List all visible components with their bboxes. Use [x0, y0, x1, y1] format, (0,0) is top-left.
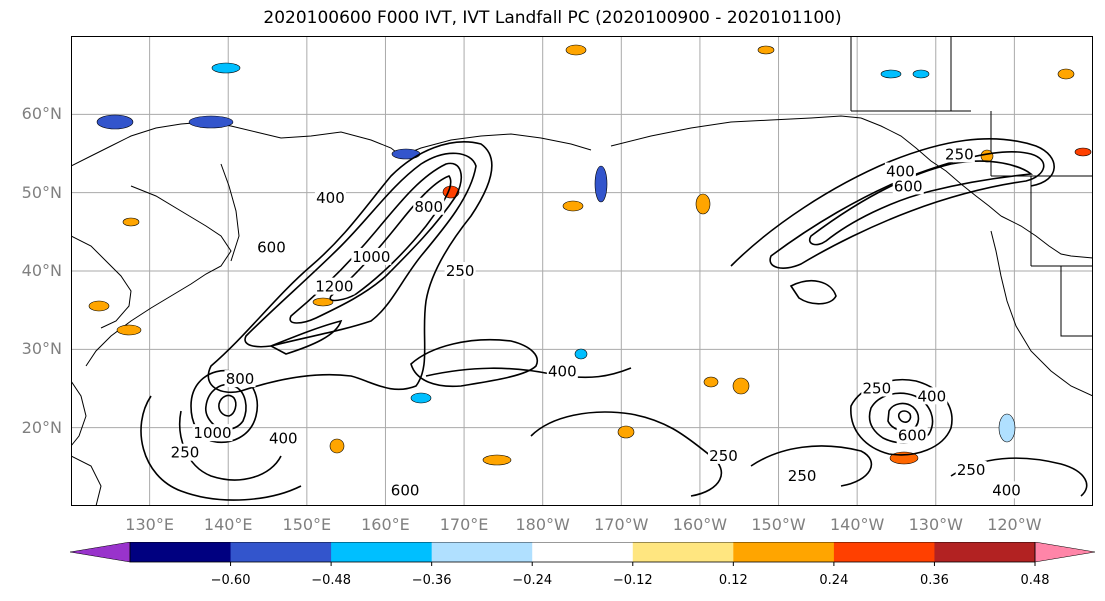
colorbar-segment: [733, 542, 835, 562]
contour-label-background: [224, 370, 256, 388]
contour-label: 600: [391, 481, 420, 499]
contour-label-background: [267, 429, 299, 447]
colorbar-extend-max: [1034, 542, 1095, 563]
contour-label-background: [861, 379, 893, 397]
colorbar-tick-label: −0.12: [612, 573, 653, 588]
contour-label: 1200: [315, 278, 353, 296]
contour-label: 400: [992, 481, 1021, 499]
contour-label-background: [444, 262, 476, 279]
colorbar-segment: [431, 542, 533, 562]
latitude-label: 60°N: [21, 104, 62, 124]
pc-fill-patches: [88, 44, 1092, 466]
contour-label-background: [413, 197, 445, 215]
map-frame: [71, 36, 1093, 506]
contour-label-background: [916, 387, 948, 405]
contour-label-background: [786, 467, 818, 485]
contour-label: 250: [709, 447, 738, 465]
latitude-label: 20°N: [21, 417, 62, 437]
colorbar-tick-label: −0.36: [411, 573, 452, 588]
contour-label-background: [892, 177, 924, 195]
contour-label: 600: [894, 177, 923, 195]
contour-label: 1000: [193, 424, 231, 442]
contour-label: 250: [957, 461, 986, 479]
colorbar-tick-label: 0.12: [718, 573, 748, 588]
contour-label: 600: [257, 239, 286, 257]
longitude-label: 130°E: [125, 515, 174, 534]
longitude-label: 160°E: [361, 515, 410, 534]
colorbar-segment: [230, 542, 332, 562]
colorbar-extend-min: [70, 542, 131, 563]
contour-label-background: [991, 481, 1023, 499]
longitude-label: 140°W: [829, 515, 885, 534]
contour-label: 250: [446, 262, 475, 280]
contour-label: 400: [269, 430, 298, 448]
longitude-label: 120°W: [987, 515, 1042, 534]
contour-label-background: [546, 362, 578, 380]
contour-label: 400: [918, 387, 947, 405]
contour-label-background: [943, 145, 975, 163]
colorbar-segment: [632, 542, 734, 562]
contour-label-background: [314, 189, 346, 207]
contour-label: 600: [898, 427, 927, 445]
contour-label-background: [896, 426, 928, 444]
latitude-label: 30°N: [21, 339, 62, 359]
longitude-label: 130°W: [908, 515, 963, 534]
colorbar-tick-label: −0.60: [210, 573, 251, 588]
longitude-label: 140°E: [203, 515, 253, 534]
contour-label-background: [884, 162, 916, 180]
colorbar-tick-label: 0.36: [919, 573, 949, 588]
colorbar-segment: [130, 542, 232, 562]
longitude-label: 160°W: [672, 515, 728, 534]
contour-label-background: [255, 238, 287, 256]
longitude-label: 150°W: [751, 515, 806, 534]
longitude-label: 170°W: [594, 515, 649, 534]
contour-label-background: [351, 247, 392, 265]
contour-label: 400: [316, 189, 345, 207]
colorbar-segment: [934, 542, 1036, 562]
colorbar-segments: [70, 542, 1095, 566]
colorbar-outline: [129, 542, 1036, 563]
map-title: 2020100600 F000 IVT, IVT Landfall PC (20…: [263, 8, 842, 28]
contour-label: 400: [548, 362, 577, 380]
contour-label-background: [955, 460, 987, 478]
colorbar-segment: [833, 542, 935, 562]
latitude-label: 40°N: [21, 261, 62, 280]
contour-label: 400: [886, 163, 915, 181]
colorbar-segment: [532, 542, 634, 562]
colorbar-tick-label: 0.24: [819, 573, 849, 588]
colorbar: [70, 542, 1095, 566]
colorbar-tick-label: 0.48: [1020, 573, 1050, 588]
longitude-label: 150°E: [282, 515, 332, 534]
contour-label: 250: [171, 444, 200, 462]
contour-label: 1000: [352, 248, 390, 266]
contour-label-background: [314, 277, 355, 295]
contour-label-background: [389, 481, 421, 499]
latitude-label: 50°N: [21, 182, 62, 202]
contour-label: 800: [226, 370, 255, 388]
colorbar-tick-label: −0.24: [512, 573, 553, 588]
contour-label: 250: [862, 380, 891, 398]
contour-label: 250: [788, 467, 817, 485]
contour-label: 250: [945, 145, 974, 163]
longitude-label: 180°W: [515, 515, 570, 534]
contour-label-background: [192, 424, 233, 442]
longitude-label: 170°E: [439, 515, 489, 534]
contour-label-background: [708, 446, 740, 464]
contour-label: 800: [414, 198, 443, 216]
contour-label-background: [169, 443, 201, 461]
colorbar-segment: [331, 542, 433, 562]
colorbar-tick-label: −0.48: [311, 573, 352, 588]
